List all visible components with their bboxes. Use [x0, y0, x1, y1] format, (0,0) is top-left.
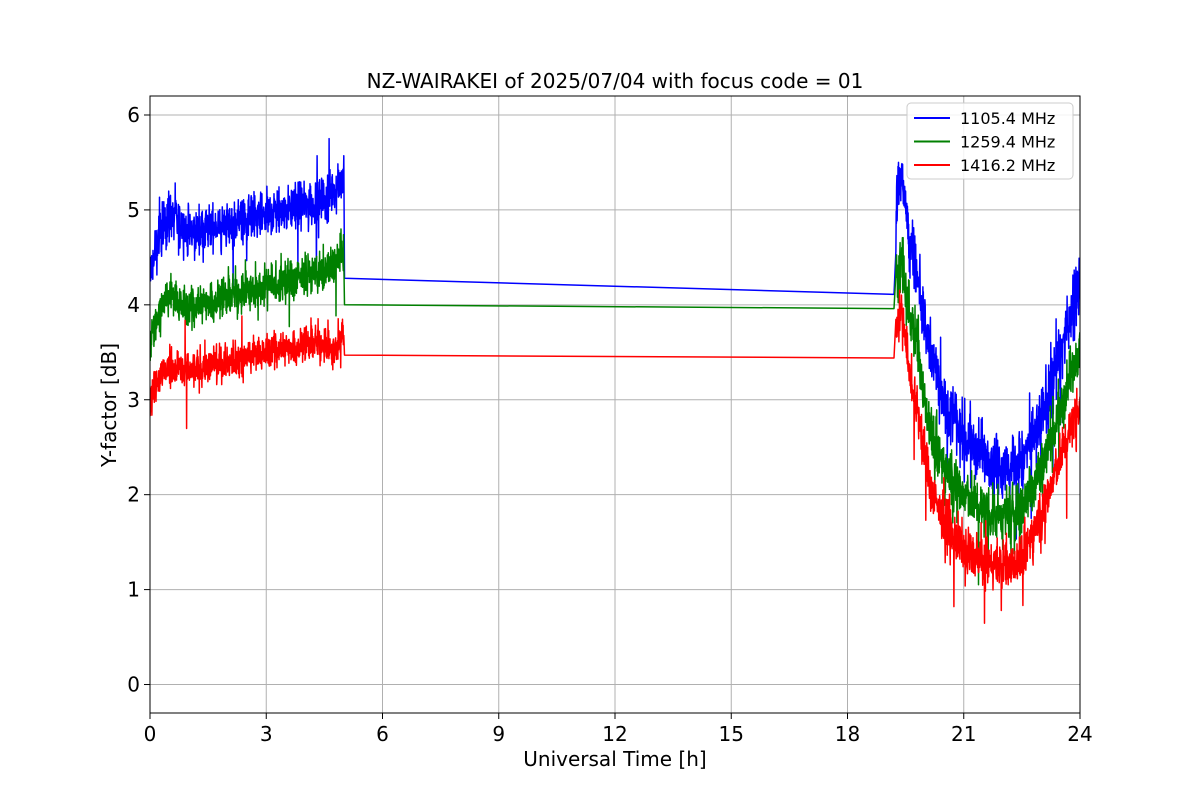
y-tick-label: 1	[127, 578, 140, 602]
x-tick-label: 6	[376, 722, 389, 746]
x-tick-label: 18	[835, 722, 860, 746]
x-tick-label: 9	[492, 722, 505, 746]
chart-title: NZ-WAIRAKEI of 2025/07/04 with focus cod…	[367, 69, 864, 93]
series-layer	[150, 137, 1080, 625]
legend-label: 1416.2 MHz	[960, 156, 1055, 175]
y-tick-label: 3	[127, 388, 140, 412]
x-axis: 0 3 6 9 12 15 18 21 24	[144, 713, 1093, 746]
y-tick-label: 4	[127, 293, 140, 317]
y-tick-label: 6	[127, 103, 140, 127]
y-tick-label: 0	[127, 673, 140, 697]
x-tick-label: 0	[144, 722, 157, 746]
series-line-2	[150, 228, 1080, 586]
x-axis-label: Universal Time [h]	[523, 747, 706, 771]
y-tick-label: 2	[127, 483, 140, 507]
x-tick-label: 24	[1067, 722, 1092, 746]
series-line-3	[150, 289, 1080, 625]
legend-label: 1259.4 MHz	[960, 133, 1055, 152]
series-line-1	[150, 137, 1080, 540]
y-axis: 0 1 2 3 4 5 6	[127, 103, 150, 697]
x-tick-label: 21	[951, 722, 976, 746]
y-tick-label: 5	[127, 198, 140, 222]
legend: 1105.4 MHz 1259.4 MHz 1416.2 MHz	[906, 102, 1074, 180]
x-tick-label: 3	[260, 722, 273, 746]
legend-box	[906, 102, 1074, 180]
x-tick-label: 15	[719, 722, 744, 746]
legend-label: 1105.4 MHz	[960, 109, 1055, 128]
x-tick-label: 12	[602, 722, 627, 746]
y-axis-label: Y-factor [dB]	[97, 343, 121, 468]
